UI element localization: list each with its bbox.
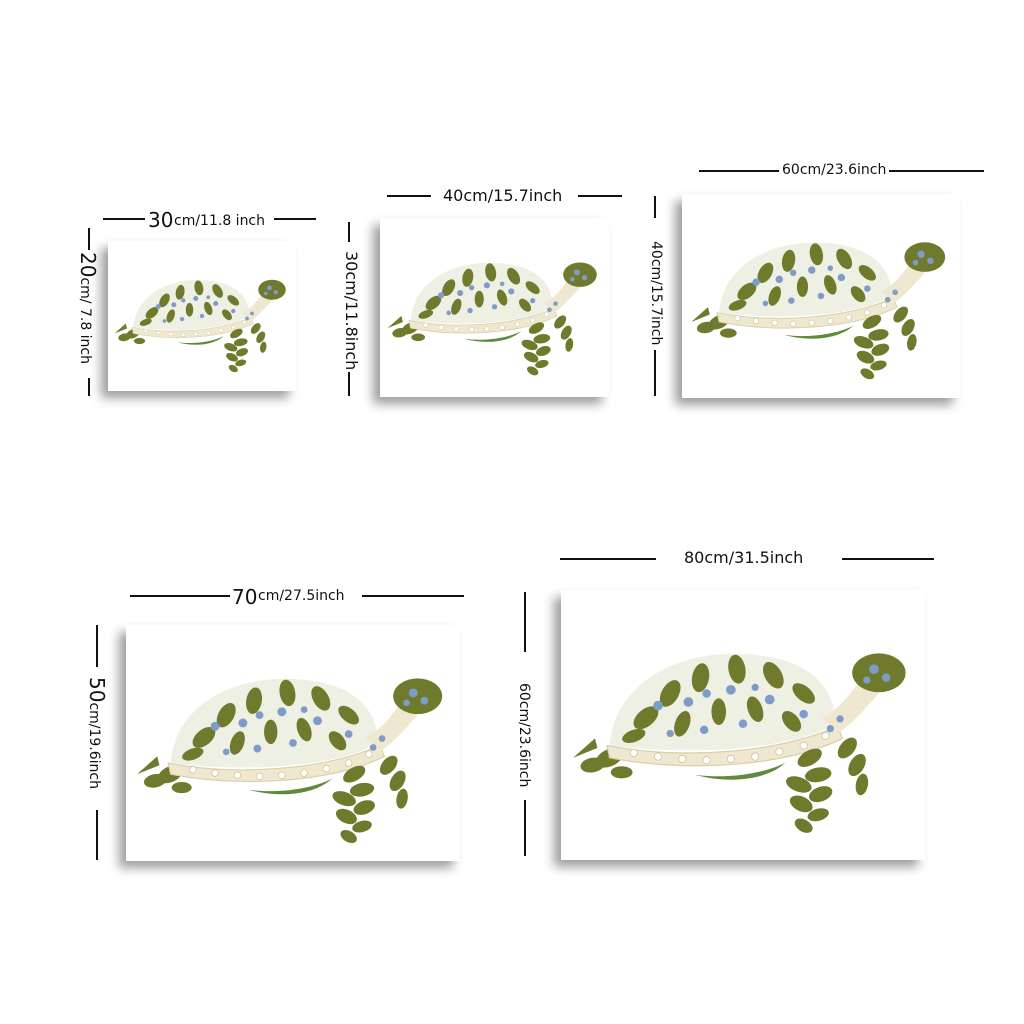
canvas-preview-70x50 — [126, 625, 460, 861]
height-label-rest: cm/ 7.8 inch — [77, 277, 93, 365]
height-line-top — [96, 625, 98, 667]
height-line-bottom — [524, 800, 526, 856]
canvas-preview-80x60 — [561, 590, 925, 860]
turtle-icon — [690, 241, 946, 383]
height-label-rest: cm/19.6inch — [86, 702, 102, 789]
canvas-preview-30x20 — [108, 241, 296, 391]
height-line-bottom — [88, 378, 90, 396]
width-label: 40cm/15.7inch — [443, 186, 563, 205]
width-line-right — [842, 558, 934, 560]
height-line-bottom — [96, 810, 98, 860]
turtle-icon — [572, 652, 907, 837]
width-line-left — [699, 170, 779, 172]
width-label: 80cm/31.5inch — [684, 548, 804, 567]
height-line-bottom — [348, 372, 350, 396]
width-label-rest: cm/11.8 inch — [174, 213, 266, 229]
width-line-left — [130, 595, 230, 597]
width-line-left — [560, 558, 656, 560]
canvas-preview-40x30 — [380, 218, 609, 397]
height-label-main: 20 — [76, 252, 100, 278]
width-line-left — [387, 195, 431, 197]
height-line-top — [654, 196, 656, 218]
width-label-main: 30 — [148, 208, 174, 232]
width-line-right — [362, 595, 464, 597]
turtle-icon — [114, 279, 287, 375]
turtle-icon — [387, 262, 598, 378]
height-line-top — [88, 228, 90, 250]
height-label: 60cm/23.6inch — [516, 683, 532, 788]
width-line-left — [103, 218, 145, 220]
width-label-main: 70 — [232, 585, 258, 609]
width-line-right — [578, 195, 622, 197]
height-line-bottom — [654, 350, 656, 396]
height-label-main: 50 — [85, 676, 109, 703]
height-line-top — [524, 592, 526, 652]
width-label: 60cm/23.6inch — [782, 162, 887, 178]
width-line-right — [274, 218, 316, 220]
width-line-right — [889, 170, 984, 172]
height-label: 30cm/11.8inch — [342, 251, 361, 371]
height-label: 20cm/ 7.8 inch — [76, 252, 100, 364]
height-line-top — [348, 222, 350, 242]
turtle-icon — [136, 677, 443, 847]
canvas-preview-60x40 — [682, 194, 960, 398]
height-label: 50cm/19.6inch — [85, 673, 109, 793]
width-label-rest: cm/27.5inch — [258, 588, 345, 604]
height-label: 40cm/15.7inch — [648, 241, 664, 346]
